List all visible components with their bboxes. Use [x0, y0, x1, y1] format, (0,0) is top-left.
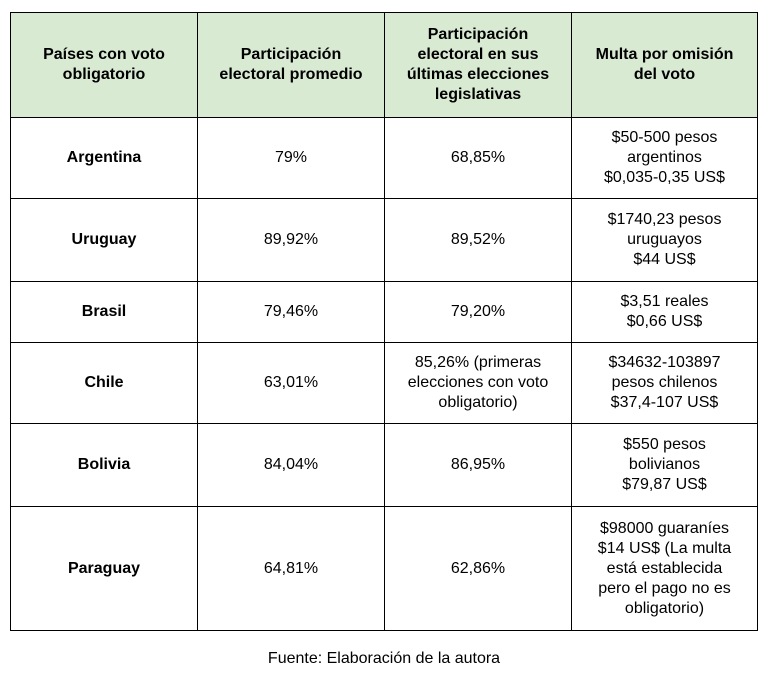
table-cell: 62,86%: [384, 506, 572, 631]
table-row: Brasil 79,46% 79,20% $3,51 reales $0,66 US$: [10, 281, 758, 343]
table-cell: 84,04%: [197, 423, 385, 507]
cell-line: $50-500 pesos: [611, 129, 718, 146]
cell-line: del voto: [633, 66, 696, 83]
cell-line: Participación: [427, 26, 529, 43]
cell-line: está establecida: [606, 559, 723, 577]
cell-line: Argentina: [66, 149, 142, 166]
cell-line: obligatorio): [438, 394, 518, 411]
header-row: Países con voto obligatorio Participación e…: [10, 12, 758, 118]
table-row: Chile 63,01% 85,26% (primeras elecciones co…: [10, 342, 758, 424]
cell-line: Paraguay: [67, 559, 141, 577]
table-cell: 63,01%: [197, 342, 385, 424]
table-cell: Argentina: [10, 117, 198, 199]
cell-line: 86,95%: [450, 456, 506, 473]
cell-line: 79,20%: [450, 303, 506, 320]
cell-line: $0,035-0,35 US$: [604, 169, 725, 186]
cell-line: 62,86%: [450, 559, 506, 577]
cell-line: 63,01%: [263, 374, 319, 391]
cell-line: obligatorio): [624, 599, 705, 617]
cell-line: 89,92%: [263, 231, 319, 248]
cell-line: Participación: [240, 46, 342, 63]
cell-line: pesos chilenos: [611, 374, 718, 391]
cell-line: uruguayos: [627, 231, 702, 248]
header-cell: Participación electoral promedio: [197, 12, 385, 118]
cell-line: $37,4-107 US$: [610, 394, 719, 411]
cell-line: $0,66 US$: [626, 313, 703, 330]
table-cell: $50-500 pesos argentinos $0,035-0,35 US$: [571, 117, 758, 199]
cell-line: $34632-103897: [608, 354, 721, 371]
table-cell: 89,52%: [384, 198, 572, 282]
cell-line: 68,85%: [450, 149, 506, 166]
table-cell: $550 pesos bolivianos $79,87 US$: [571, 423, 758, 507]
table-row: Bolivia 84,04% 86,95% $550 pesos bolivianos $…: [10, 423, 758, 507]
table-cell: 89,92%: [197, 198, 385, 282]
table-cell: 79,46%: [197, 281, 385, 343]
cell-line: electoral promedio: [219, 66, 363, 83]
table-cell: 64,81%: [197, 506, 385, 631]
table-cell: Chile: [10, 342, 198, 424]
cell-line: 79%: [274, 149, 308, 166]
cell-line: Uruguay: [71, 231, 137, 248]
header-cell: Países con voto obligatorio: [10, 12, 198, 118]
cell-line: 85,26% (primeras: [414, 354, 542, 371]
header-cell: Participación electoral en sus últimas ele…: [384, 12, 572, 118]
table-cell: 68,85%: [384, 117, 572, 199]
cell-line: últimas elecciones: [406, 66, 550, 83]
cell-line: elecciones con voto: [407, 374, 549, 391]
table-cell: Bolivia: [10, 423, 198, 507]
cell-line: $79,87 US$: [622, 476, 707, 493]
table-cell: 79%: [197, 117, 385, 199]
table-cell: $98000 guaraníes $14 US$ (La multa está es…: [571, 506, 758, 631]
table-cell: 85,26% (primeras elecciones con voto oblig…: [384, 342, 572, 424]
cell-line: Multa por omisión: [595, 46, 734, 63]
cell-line: argentinos: [627, 149, 702, 166]
table: Países con voto obligatorio Participación e…: [10, 12, 758, 631]
cell-line: pero el pago no es: [598, 579, 731, 597]
footer: Fuente: Elaboración de la autora: [267, 650, 501, 667]
cell-line: legislativas: [434, 86, 522, 103]
cell-line: bolivianos: [628, 456, 701, 473]
cell-line: Brasil: [81, 303, 127, 320]
cell-line: electoral en sus: [417, 46, 539, 63]
table-row: Uruguay 89,92% 89,52% $1740,23 pesos uruguay…: [10, 198, 758, 282]
cell-line: $1740,23 pesos: [607, 211, 722, 228]
cell-line: 64,81%: [263, 559, 319, 577]
cell-line: obligatorio: [62, 66, 146, 83]
cell-line: Países con voto: [43, 46, 165, 63]
table-cell: Brasil: [10, 281, 198, 343]
cell-line: $550 pesos: [623, 436, 706, 453]
table-cell: $3,51 reales $0,66 US$: [571, 281, 758, 343]
cell-line: $44 US$: [633, 251, 696, 268]
table-row: Argentina 79% 68,85% $50-500 pesos argentino…: [10, 117, 758, 199]
table-cell: 79,20%: [384, 281, 572, 343]
cell-line: $14 US$ (La multa: [597, 539, 732, 557]
cell-line: 89,52%: [450, 231, 506, 248]
cell-line: 84,04%: [263, 456, 319, 473]
table-cell: $34632-103897 pesos chilenos $37,4-107 US$: [571, 342, 758, 424]
header-cell: Multa por omisión del voto: [571, 12, 758, 118]
cell-line: Chile: [84, 374, 124, 391]
cell-line: Bolivia: [77, 456, 131, 473]
cell-line: 79,46%: [263, 303, 319, 320]
table-cell: Uruguay: [10, 198, 198, 282]
table-cell: 86,95%: [384, 423, 572, 507]
cell-line: $3,51 reales: [620, 293, 709, 310]
table-cell: $1740,23 pesos uruguayos $44 US$: [571, 198, 758, 282]
cell-line: $98000 guaraníes: [600, 519, 729, 537]
table-cell: Paraguay: [10, 506, 198, 631]
table-row: Paraguay 64,81% 62,86% $98000 guaraníes $14 …: [10, 506, 758, 631]
